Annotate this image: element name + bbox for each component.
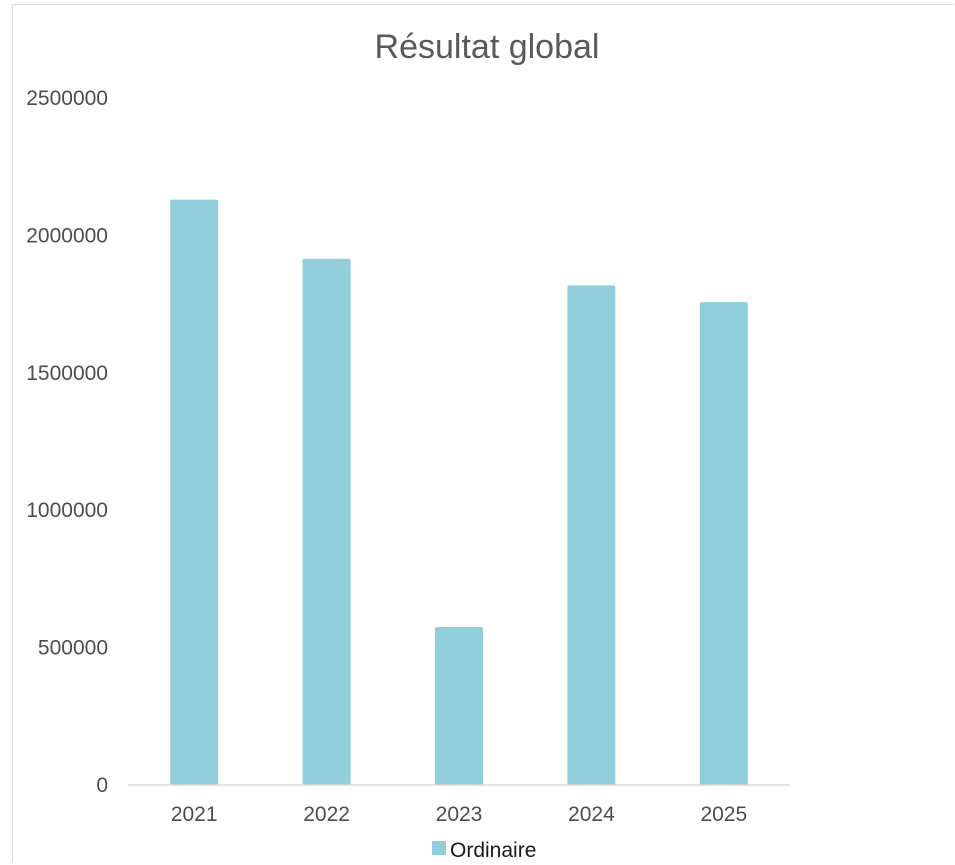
y-axis-ticks: 0 500000 1000000 1500000 2000000 2500000 — [26, 87, 108, 797]
bar-2023 — [435, 626, 483, 785]
legend: Ordinaire — [432, 839, 536, 862]
y-tick-label: 0 — [96, 774, 108, 797]
x-tick-label: 2023 — [436, 803, 483, 826]
legend-label-ordinaire: Ordinaire — [450, 839, 536, 862]
bar-2024 — [567, 285, 616, 785]
y-tick-label: 2000000 — [26, 224, 108, 247]
y-tick-label: 2500000 — [26, 87, 108, 110]
bar-2022 — [302, 258, 351, 785]
y-tick-label: 1000000 — [26, 499, 108, 522]
x-tick-label: 2022 — [303, 803, 350, 826]
bar-2021 — [170, 199, 219, 785]
x-tick-label: 2021 — [171, 803, 218, 826]
chart-title: Résultat global — [375, 28, 600, 66]
x-axis-ticks: 2021 2022 2023 2024 2025 — [171, 803, 747, 826]
legend-swatch — [432, 841, 446, 855]
x-tick-label: 2024 — [568, 803, 615, 826]
bar-series — [170, 199, 748, 785]
bar-2025 — [699, 302, 748, 785]
y-tick-label: 500000 — [38, 637, 108, 660]
x-tick-label: 2025 — [700, 803, 747, 826]
y-tick-label: 1500000 — [26, 362, 108, 385]
